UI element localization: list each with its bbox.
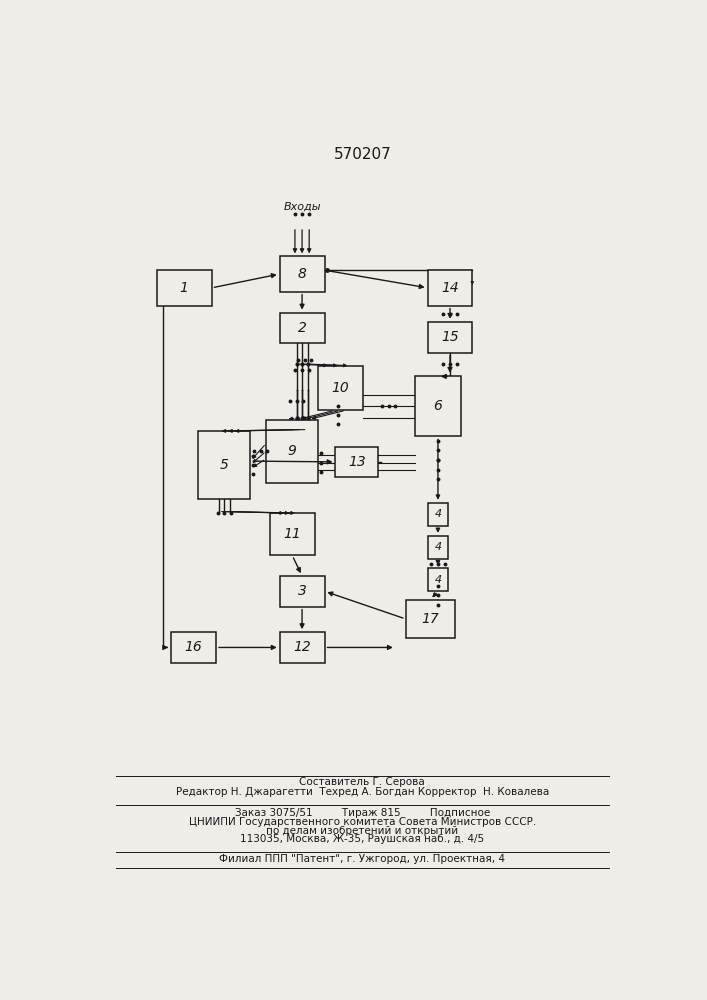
Text: 17: 17 (421, 612, 439, 626)
Text: 5: 5 (220, 458, 228, 472)
Text: 113035, Москва, Ж-35, Раушская наб., д. 4/5: 113035, Москва, Ж-35, Раушская наб., д. … (240, 834, 484, 844)
Text: 2: 2 (298, 321, 307, 335)
Text: по делам изобретений и открытий: по делам изобретений и открытий (267, 826, 458, 836)
Text: Редактор Н. Джарагетти  Техред А. Богдан Корректор  Н. Ковалева: Редактор Н. Джарагетти Техред А. Богдан … (176, 787, 549, 797)
Text: ЦНИИПИ Государственного комитета Совета Министров СССР.: ЦНИИПИ Государственного комитета Совета … (189, 817, 536, 827)
Text: 1: 1 (180, 281, 189, 295)
Text: 4: 4 (434, 509, 441, 519)
Text: 8: 8 (298, 267, 307, 281)
Text: Входы: Входы (284, 202, 321, 212)
Text: 570207: 570207 (334, 147, 391, 162)
Text: 9: 9 (288, 444, 297, 458)
Text: 15: 15 (441, 330, 459, 344)
Text: 3: 3 (298, 584, 307, 598)
Bar (279, 312, 325, 343)
Bar (406, 600, 455, 638)
Bar (428, 322, 472, 353)
Text: 16: 16 (185, 640, 202, 654)
Bar (279, 256, 325, 292)
Text: 11: 11 (284, 527, 301, 541)
Bar (428, 568, 448, 591)
Bar (157, 270, 211, 306)
Text: 4: 4 (434, 575, 441, 585)
Bar (198, 431, 250, 499)
Bar (266, 420, 318, 483)
Text: 10: 10 (332, 381, 349, 395)
Bar (279, 632, 325, 663)
Bar (415, 376, 461, 436)
Text: 4: 4 (434, 542, 441, 552)
Text: 14: 14 (441, 281, 459, 295)
Text: Заказ 3075/51         Тираж 815         Подписное: Заказ 3075/51 Тираж 815 Подписное (235, 808, 490, 818)
Bar (428, 503, 448, 526)
Text: 12: 12 (293, 640, 311, 654)
Bar (171, 632, 216, 663)
Bar (428, 536, 448, 559)
Bar (279, 576, 325, 607)
Bar (318, 366, 363, 410)
Bar (336, 447, 378, 477)
Bar (428, 270, 472, 306)
Text: Филиал ППП "Патент", г. Ужгород, ул. Проектная, 4: Филиал ППП "Патент", г. Ужгород, ул. Про… (219, 854, 506, 864)
Bar (270, 513, 315, 555)
Text: 6: 6 (433, 399, 443, 413)
Text: 13: 13 (348, 455, 366, 469)
Text: Составитель Г. Серова: Составитель Г. Серова (300, 777, 425, 787)
